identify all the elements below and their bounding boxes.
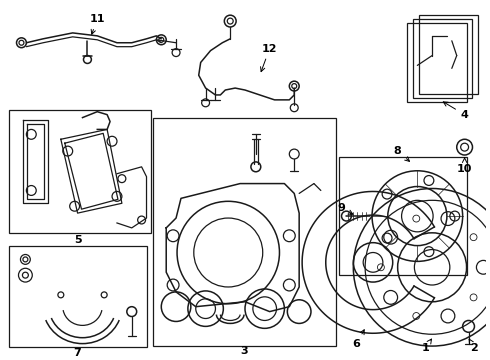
Text: 5: 5	[74, 235, 81, 245]
Text: 7: 7	[74, 348, 81, 358]
Text: 1: 1	[421, 339, 432, 353]
Text: 3: 3	[240, 346, 248, 356]
Text: 2: 2	[469, 339, 478, 353]
Text: 6: 6	[352, 330, 364, 349]
Text: 12: 12	[261, 44, 277, 72]
Bar	[339, 157, 466, 275]
Text: 8: 8	[394, 146, 410, 161]
Text: 4: 4	[443, 102, 468, 120]
Bar	[414, 19, 472, 98]
Text: 9: 9	[338, 203, 353, 214]
Bar	[153, 118, 336, 346]
Bar	[9, 110, 151, 233]
Bar	[9, 246, 147, 347]
Text: 11: 11	[90, 14, 105, 34]
Bar	[419, 15, 478, 94]
Text: 10: 10	[457, 158, 472, 174]
Bar	[408, 23, 466, 102]
